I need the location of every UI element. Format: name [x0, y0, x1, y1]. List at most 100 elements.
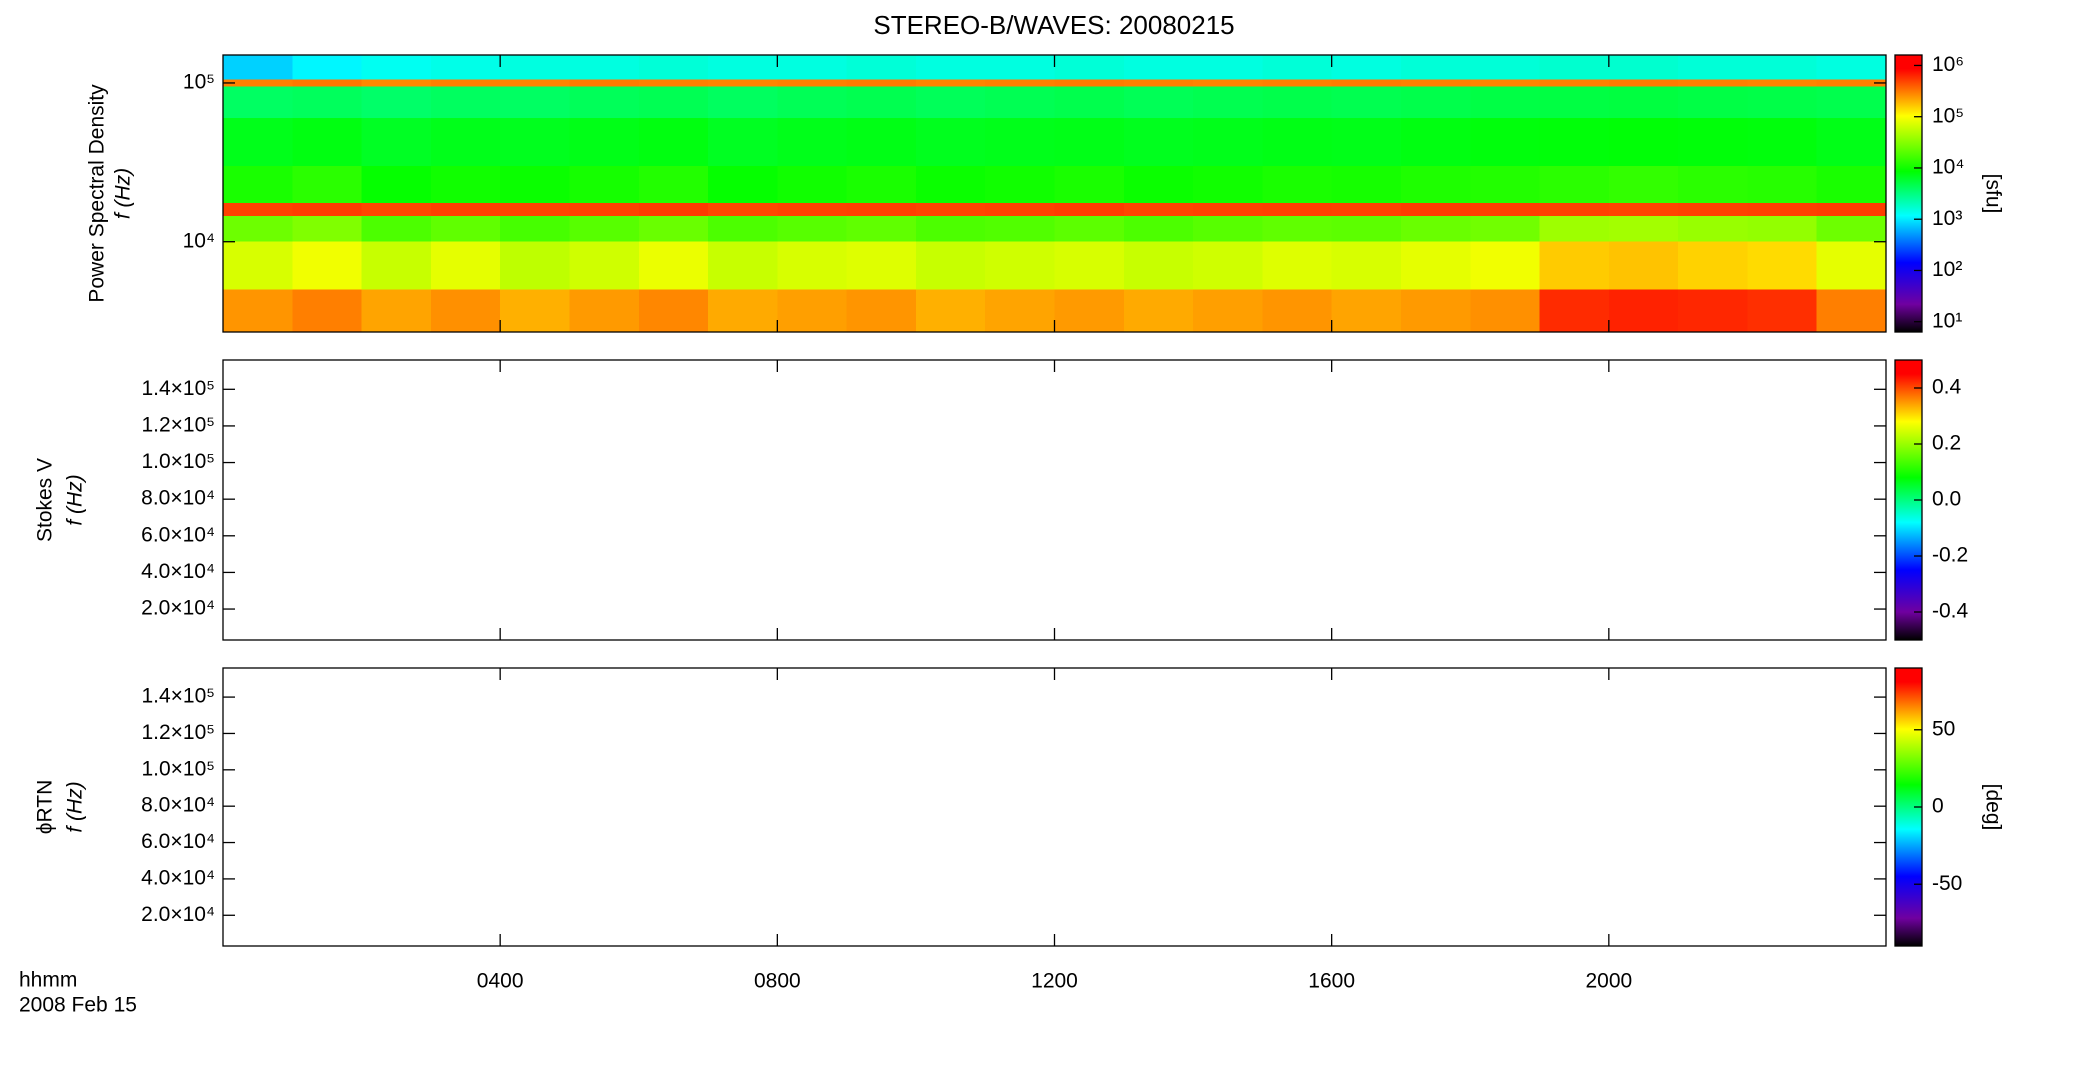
heatmap-cell: [1747, 86, 1818, 119]
heatmap-cell: [915, 289, 986, 332]
heatmap-cell: [985, 118, 1055, 166]
heatmap-cell: [1816, 216, 1887, 242]
heatmap-cell: [292, 289, 363, 332]
heatmap-cell: [708, 79, 778, 87]
heatmap-cell: [361, 118, 432, 166]
heatmap-cell: [1400, 203, 1471, 217]
colorbar-tick-label: 10⁴: [1932, 156, 1964, 179]
heatmap-cell: [1400, 165, 1471, 204]
heatmap-cell: [1747, 216, 1818, 242]
colorbar-tick-label: 0: [1932, 795, 1944, 818]
heatmap-cell: [846, 241, 917, 290]
heatmap-cell: [1400, 289, 1471, 332]
colorbar-tick-label: 10³: [1932, 207, 1962, 230]
y-tick-label: 2.0×10⁴: [141, 903, 215, 926]
heatmap-cell: [1054, 118, 1125, 166]
heatmap-cell: [1470, 216, 1541, 242]
time-axis-label: hhmm: [19, 969, 77, 992]
heatmap-cell: [638, 55, 709, 80]
heatmap-cell: [1816, 86, 1887, 119]
heatmap-cell: [361, 79, 432, 87]
heatmap-cell: [1608, 118, 1679, 166]
heatmap-cell: [915, 216, 986, 242]
heatmap-cell: [1193, 86, 1263, 119]
heatmap-cell: [1470, 86, 1541, 119]
heatmap-cell: [1470, 165, 1541, 204]
heatmap-cell: [361, 203, 432, 217]
y-tick-label: 6.0×10⁴: [141, 523, 215, 546]
heatmap-cell: [1678, 165, 1748, 204]
colorbar-tick-label: -50: [1932, 872, 1962, 895]
heatmap-cell: [777, 118, 848, 166]
heatmap-cell: [1816, 118, 1887, 166]
heatmap-cell: [1608, 165, 1679, 204]
y-axis-label: Power Spectral Density: [86, 84, 109, 303]
heatmap-cell: [1331, 79, 1402, 87]
heatmap-cell: [430, 118, 501, 166]
heatmap-cell: [569, 241, 640, 290]
heatmap-cell: [430, 289, 501, 332]
y-tick-label: 1.0×10⁵: [141, 757, 215, 780]
heatmap-cell: [708, 118, 778, 166]
heatmap-cell: [915, 118, 986, 166]
heatmap-cell: [777, 289, 848, 332]
heatmap-cell: [708, 289, 778, 332]
heatmap-cell: [223, 118, 293, 166]
heatmap-cell: [1747, 55, 1818, 80]
heatmap-cell: [430, 165, 501, 204]
heatmap-cell: [1816, 79, 1887, 87]
heatmap-cell: [708, 86, 778, 119]
heatmap-cell: [1193, 241, 1263, 290]
heatmap-cell: [292, 118, 363, 166]
heatmap-cell: [1400, 241, 1471, 290]
heatmap-cell: [223, 79, 293, 87]
heatmap-cell: [1262, 289, 1333, 332]
heatmap-cell: [1816, 55, 1887, 80]
y-tick-label: 6.0×10⁴: [141, 830, 215, 853]
heatmap-cell: [1539, 289, 1610, 332]
heatmap-cell: [1123, 241, 1194, 290]
heatmap-cell: [1331, 289, 1402, 332]
heatmap-cell: [1193, 289, 1263, 332]
heatmap-cell: [1816, 203, 1887, 217]
heatmap-cell: [777, 79, 848, 87]
heatmap-cell: [708, 241, 778, 290]
heatmap-cell: [1747, 203, 1818, 217]
heatmap-cell: [777, 165, 848, 204]
heatmap-cell: [361, 289, 432, 332]
date-label: 2008 Feb 15: [19, 994, 137, 1017]
heatmap-cell: [1123, 216, 1194, 242]
heatmap-cell: [361, 165, 432, 204]
heatmap-cell: [1193, 55, 1263, 80]
heatmap-cell: [708, 203, 778, 217]
heatmap-cell: [1123, 289, 1194, 332]
heatmap-cell: [1747, 79, 1818, 87]
heatmap-cell: [500, 165, 570, 204]
heatmap-cell: [430, 86, 501, 119]
heatmap-cell: [1262, 118, 1333, 166]
x-tick-label: 2000: [1585, 970, 1632, 993]
y-tick-label: 1.2×10⁵: [141, 413, 215, 436]
colorbar-label: [deg]: [1981, 784, 2004, 831]
plot-frame: [222, 359, 1887, 641]
heatmap-cell: [1608, 86, 1679, 119]
heatmap-cell: [1123, 118, 1194, 166]
y-axis-unit: f (Hz): [64, 781, 87, 832]
heatmap-cell: [915, 241, 986, 290]
heatmap-cell: [708, 165, 778, 204]
heatmap-cell: [500, 216, 570, 242]
heatmap-cell: [1054, 203, 1125, 217]
heatmap-cell: [1470, 203, 1541, 217]
heatmap-cell: [1123, 79, 1194, 87]
heatmap-cell: [569, 86, 640, 119]
y-axis-label: ϕRTN: [34, 780, 57, 835]
heatmap-cell: [569, 289, 640, 332]
heatmap-cell: [223, 216, 293, 242]
heatmap-cell: [777, 241, 848, 290]
heatmap-cell: [1470, 118, 1541, 166]
heatmap-cell: [915, 79, 986, 87]
y-tick-label: 1.0×10⁵: [141, 450, 215, 473]
colorbar-tick-label: 10⁶: [1932, 53, 1964, 76]
heatmap-cell: [1816, 289, 1887, 332]
